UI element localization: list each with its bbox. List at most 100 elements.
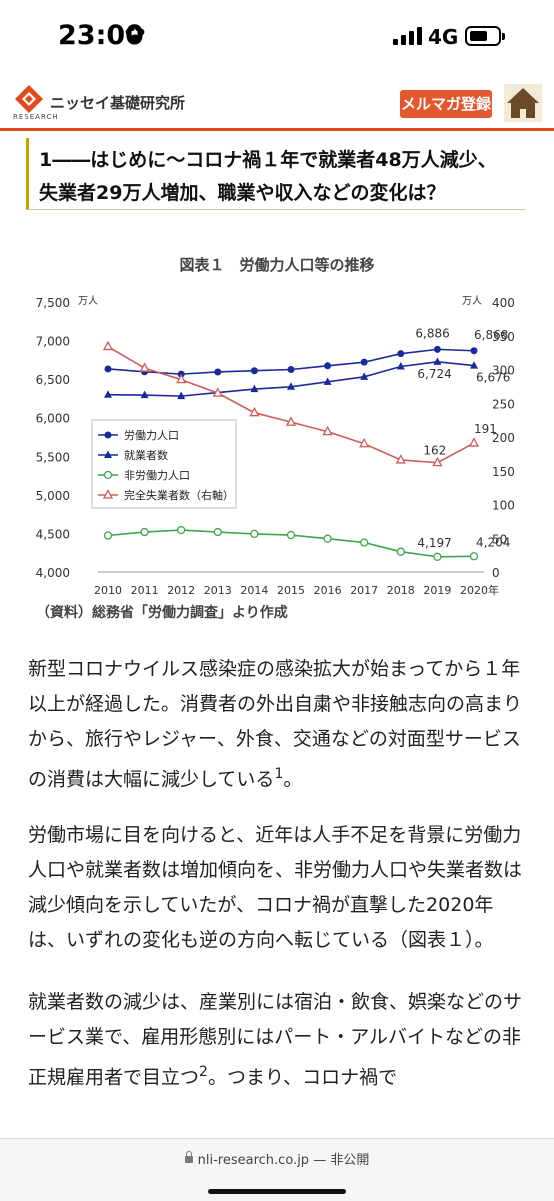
y-right-tick-label: 50	[492, 532, 507, 546]
data-point	[287, 366, 295, 373]
data-point	[470, 347, 478, 355]
paragraph-2: 労働市場に目を向けると、近年は人手不足を背景に労働力人口や就業者数は増加傾向を、…	[28, 824, 523, 951]
x-tick-label: 2010	[94, 584, 122, 597]
data-point	[250, 384, 259, 393]
data-point	[250, 367, 258, 375]
x-tick-label: 2012	[167, 584, 195, 597]
x-tick-label: 2014	[240, 584, 268, 597]
data-point	[213, 527, 222, 537]
data-point	[250, 529, 259, 539]
data-point	[433, 357, 442, 365]
legend-marker	[102, 489, 114, 499]
data-point	[176, 373, 187, 384]
y-left-tick-label: 7,500	[36, 296, 70, 310]
x-unit: 年	[488, 583, 499, 597]
data-point	[469, 552, 479, 561]
data-point	[177, 391, 186, 400]
data-point	[359, 437, 370, 448]
legend-label: 完全失業者数（右軸）	[124, 488, 234, 502]
x-tick-label: 2020	[460, 584, 488, 597]
heading-line-2: 失業者29万人増加、職業や収入などの変化は？	[39, 182, 446, 204]
data-point	[360, 358, 368, 366]
y-right-tick-label: 100	[492, 499, 515, 513]
data-point	[470, 361, 478, 369]
data-point	[433, 345, 441, 353]
data-point	[249, 406, 260, 417]
data-point	[103, 531, 113, 540]
footnote-2[interactable]: 2	[199, 1064, 208, 1080]
data-point	[324, 362, 332, 370]
y-right-tick-label: 250	[492, 397, 515, 411]
y-right-unit: 万人	[462, 295, 482, 307]
y-left-tick-label: 7,000	[36, 335, 70, 349]
paragraph-1: 新型コロナウイルス感染症の感染拡大が始まってから１年以上が経過した。消費者の外出…	[28, 658, 523, 791]
x-tick-label: 2018	[387, 584, 415, 597]
url-separator: —	[309, 1153, 331, 1168]
lock-icon	[184, 1151, 193, 1163]
data-point	[360, 372, 369, 380]
data-point	[214, 368, 222, 376]
data-point	[468, 437, 480, 447]
home-indicator[interactable]	[208, 1189, 346, 1194]
data-label: 162	[423, 444, 446, 458]
data-label: 4,197	[417, 536, 451, 550]
site-name[interactable]: ニッセイ基礎研究所	[50, 94, 186, 112]
chart-source: （資料）総務省「労働力調査」より作成	[36, 605, 288, 621]
chart-figure: 図表１ 労働力人口等の推移 4,000 4,500 5,000 5,500 6,000 6…	[0, 240, 554, 635]
article-heading: 1――はじめに～コロナ禍１年で就業者48万人減少、 失業者29万人増加、職業や収…	[26, 138, 526, 210]
logo-icon[interactable]	[14, 84, 44, 114]
y-left-tick-label: 4,000	[36, 566, 70, 580]
data-point	[396, 361, 405, 370]
mailmag-button[interactable]: メルマガ登録	[400, 90, 492, 118]
data-point	[396, 547, 405, 556]
data-label: 6,724	[417, 367, 451, 381]
y-right-tick-label: 200	[492, 431, 515, 445]
x-tick-label: 2019	[423, 584, 451, 597]
y-right-tick-label: 400	[492, 296, 515, 310]
x-tick-label: 2013	[204, 584, 232, 597]
data-point	[212, 387, 223, 397]
data-point	[286, 530, 296, 540]
legend-marker	[104, 450, 112, 458]
paragraph-3: 就業者数の減少は、産業別には宿泊・飲食、娯楽などのサービス業で、雇用形態別にはパ…	[28, 991, 523, 1089]
data-point	[139, 362, 150, 372]
legend-label: 労働力人口	[124, 428, 179, 442]
y-right-tick-label: 0	[492, 566, 500, 580]
logo-sub: RESEARCH	[13, 113, 59, 121]
data-point	[285, 416, 297, 426]
data-point	[104, 390, 112, 398]
chart-title: 図表１ 労働力人口等の推移	[179, 256, 375, 274]
x-tick-label: 2015	[277, 584, 305, 597]
data-label: 191	[474, 422, 497, 436]
y-left-tick-label: 4,500	[36, 527, 70, 541]
footnote-1[interactable]: 1	[274, 766, 284, 782]
y-left-tick-label: 6,000	[36, 412, 70, 426]
url-visibility: 非公開	[330, 1153, 370, 1168]
data-point	[432, 456, 443, 467]
y-left-tick-label: 5,500	[36, 450, 70, 464]
data-point	[397, 350, 405, 358]
heading-line-1: 1――はじめに～コロナ禍１年で就業者48万人減少、	[39, 149, 497, 171]
data-point	[177, 525, 186, 535]
data-point	[323, 377, 332, 385]
y-left-tick-label: 6,500	[36, 373, 70, 387]
data-point	[323, 534, 332, 543]
browser-url-bar[interactable]: nli-research.co.jp — 非公開	[0, 1138, 554, 1201]
data-point	[322, 425, 333, 436]
data-point	[104, 365, 112, 373]
legend-label: 非労働力人口	[124, 468, 190, 482]
url-display[interactable]: nli-research.co.jp — 非公開	[0, 1149, 554, 1168]
home-icon[interactable]	[504, 84, 542, 122]
legend-marker	[104, 431, 112, 439]
signal-icon	[393, 27, 422, 45]
legend-label: 就業者数	[124, 448, 168, 462]
network-type: 4G	[428, 25, 459, 49]
data-point	[102, 340, 114, 351]
labor-force-chart: 4,000 4,500 5,000 5,500 6,000 6,500 7,000 7,500…	[36, 295, 515, 597]
y-left-tick-label: 5,000	[36, 489, 70, 503]
y-right-tick-label: 350	[492, 330, 515, 344]
y-right-tick-label: 300	[492, 364, 515, 378]
data-point	[360, 538, 369, 547]
data-point	[395, 454, 406, 464]
x-tick-label: 2017	[350, 584, 378, 597]
